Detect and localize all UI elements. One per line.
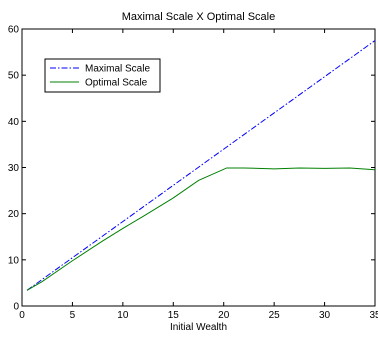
legend: Maximal Scale Optimal Scale xyxy=(44,58,161,93)
y-tick-label: 50 xyxy=(8,71,20,82)
series-line-2 xyxy=(26,167,376,291)
series-lines xyxy=(26,40,376,291)
y-tick-label: 10 xyxy=(8,255,20,266)
x-tick-label: 10 xyxy=(117,310,129,321)
y-tick-label: 0 xyxy=(13,302,19,313)
chart-title: Maximal Scale X Optimal Scale xyxy=(122,11,275,23)
legend-label-1: Maximal Scale xyxy=(85,64,150,75)
x-tick-label: 20 xyxy=(218,310,230,321)
y-tick-label: 20 xyxy=(8,209,20,220)
y-tick-label: 60 xyxy=(8,25,20,36)
x-axis-label: Initial Wealth xyxy=(170,322,227,333)
x-tick-label: 35 xyxy=(369,310,378,321)
series-line-1 xyxy=(26,40,376,291)
x-tick-label: 25 xyxy=(269,310,281,321)
y-tick-label: 30 xyxy=(8,163,20,174)
legend-box xyxy=(44,58,161,93)
axis-ticks: 0 5 10 15 20 25 30 35 0 10 20 30 40 50 60 xyxy=(8,25,378,322)
x-tick-label: 0 xyxy=(19,310,25,321)
legend-label-2: Optimal Scale xyxy=(85,78,148,89)
x-tick-label: 30 xyxy=(319,310,331,321)
y-tick-label: 40 xyxy=(8,117,20,128)
x-tick-label: 5 xyxy=(70,310,76,321)
x-tick-label: 15 xyxy=(168,310,180,321)
